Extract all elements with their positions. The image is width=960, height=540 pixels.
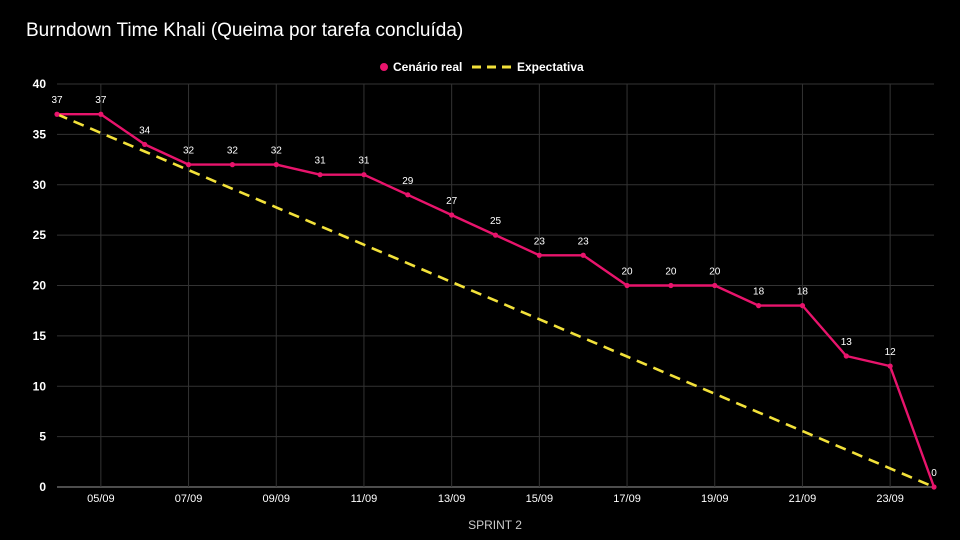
data-label: 32 [227, 146, 239, 157]
data-point [887, 363, 893, 369]
data-label: 32 [183, 146, 195, 157]
data-point [843, 353, 849, 359]
y-tick-label: 0 [39, 480, 46, 494]
data-point [756, 303, 762, 309]
data-point [712, 282, 718, 289]
data-point [580, 252, 586, 258]
data-point [54, 111, 60, 117]
x-tick-label: 07/09 [175, 493, 203, 505]
x-tick-label: 19/09 [701, 493, 729, 505]
y-tick-label: 5 [39, 430, 46, 444]
data-label: 23 [578, 236, 590, 247]
chart-title: Burndown Time Khali (Queima por tarefa c… [26, 20, 464, 41]
data-point [273, 162, 279, 168]
data-label: 37 [51, 95, 63, 106]
data-point [624, 282, 630, 289]
legend-label-cenario-real: Cenário real [393, 60, 462, 74]
data-label: 20 [709, 267, 721, 278]
x-tick-label: 23/09 [876, 493, 904, 505]
x-tick-label: 09/09 [262, 493, 290, 505]
data-label: 25 [490, 216, 502, 227]
data-point [931, 484, 937, 490]
data-label: 0 [931, 468, 937, 479]
data-point [317, 172, 323, 178]
y-tick-label: 40 [33, 77, 47, 91]
x-tick-label: 05/09 [87, 493, 115, 505]
data-labels: 37 37 34 32 32 32 31 31 29 27 25 23 23 20 20 20 18 18 13 12… [51, 95, 937, 479]
data-point [492, 232, 499, 238]
data-point [98, 111, 104, 117]
data-label: 37 [95, 95, 107, 106]
data-label: 31 [358, 156, 370, 167]
y-tick-label: 30 [33, 178, 47, 192]
x-tick-label: 21/09 [789, 493, 817, 505]
x-axis-title: SPRINT 2 [468, 518, 522, 532]
data-label: 31 [315, 156, 327, 167]
data-point [405, 192, 411, 198]
data-label: 18 [797, 287, 809, 298]
data-label: 20 [621, 267, 633, 278]
data-label: 27 [446, 196, 458, 207]
y-tick-label: 25 [33, 228, 47, 242]
data-label: 12 [885, 347, 897, 358]
data-label: 23 [534, 236, 546, 247]
data-point [799, 303, 806, 309]
data-point [361, 172, 367, 178]
data-label: 29 [402, 176, 414, 187]
data-point [449, 212, 455, 218]
y-tick-label: 35 [33, 127, 47, 141]
data-label: 34 [139, 125, 151, 136]
data-label: 18 [753, 287, 765, 298]
x-tick-label: 15/09 [526, 493, 554, 505]
series-line-expectativa [56, 113, 935, 489]
data-label: 20 [665, 267, 677, 278]
y-tick-label: 15 [33, 329, 47, 343]
x-tick-label: 11/09 [351, 493, 378, 505]
legend-label-expectativa: Expectativa [517, 60, 584, 74]
legend: Cenário real Expectativa [380, 60, 584, 74]
data-point [668, 282, 674, 289]
data-point [536, 252, 542, 258]
y-tick-label: 10 [33, 379, 47, 393]
axes: 0 5 10 15 20 25 30 35 40 05/09 07/09 09/09 11/09 13/0… [33, 77, 904, 505]
data-point [229, 162, 235, 168]
data-point [185, 162, 192, 168]
legend-marker-cenario-real [380, 63, 388, 71]
y-tick-label: 20 [33, 279, 47, 293]
data-point [142, 141, 148, 148]
x-tick-label: 17/09 [613, 493, 641, 505]
series-lines [54, 111, 937, 490]
data-label: 32 [271, 146, 283, 157]
data-label: 13 [841, 337, 853, 348]
x-tick-label: 13/09 [438, 493, 466, 505]
gridlines [57, 83, 934, 488]
